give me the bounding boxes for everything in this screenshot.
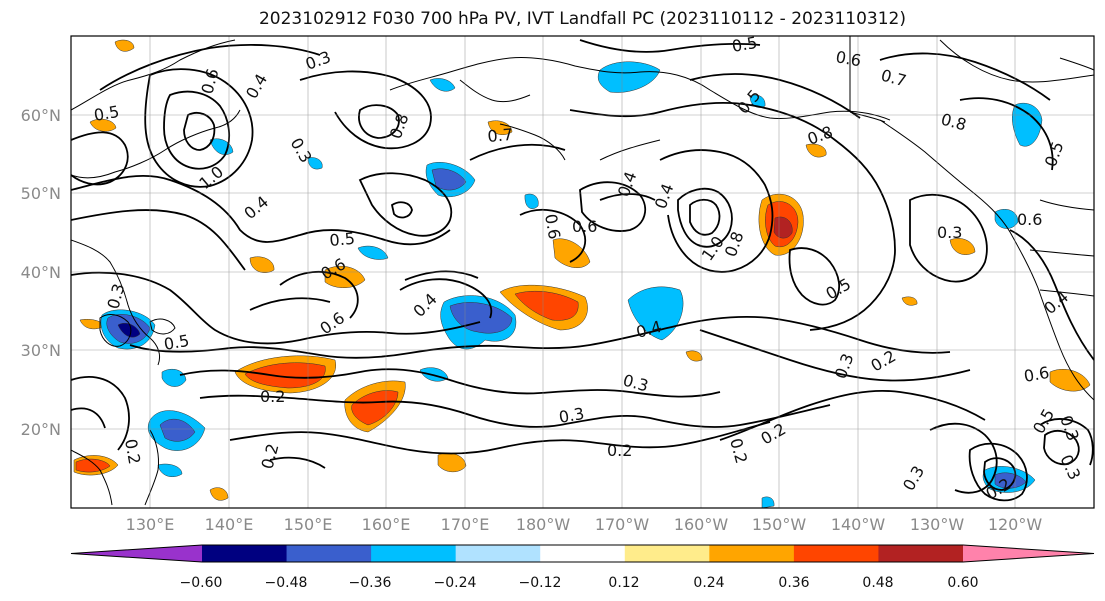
colorbar	[70, 544, 1095, 563]
contour-label: 0.7	[487, 125, 514, 146]
colorbar-extension-min	[71, 545, 202, 562]
colorbar-segment	[624, 545, 710, 562]
contour-label: 0.6	[1022, 363, 1050, 386]
longitude-label: 160°E	[362, 515, 411, 534]
latitude-label: 20°N	[21, 420, 61, 439]
contour-label: 0.6	[541, 212, 564, 240]
contour-label: 0.5	[329, 229, 356, 250]
contour-label: 0.2	[121, 437, 144, 465]
coastline-layer	[71, 36, 1094, 506]
longitude-label: 140°W	[831, 515, 886, 534]
longitude-label: 170°E	[441, 515, 490, 534]
colorbar-tick-label: 0.60	[947, 575, 978, 591]
graticule-layer	[71, 36, 1094, 508]
contour-label: 0.5	[162, 331, 190, 354]
contour-label: 0.5	[730, 33, 758, 56]
colorbar-segment	[878, 545, 964, 562]
colorbar-tick-label: −0.24	[434, 575, 477, 591]
map-title: 2023102912 F030 700 hPa PV, IVT Landfall…	[258, 9, 906, 29]
colorbar-extension-max	[963, 545, 1094, 562]
shaded-anomaly-layer	[73, 39, 1091, 508]
contour-label: 0.6	[1017, 210, 1042, 229]
colorbar-tick-label: 0.48	[862, 575, 893, 591]
contour-label: 0.3	[557, 404, 585, 427]
colorbar-tick-labels: −0.60 −0.48 −0.36 −0.24 −0.12 0.12 0.24 …	[180, 575, 979, 591]
latitude-label: 40°N	[21, 263, 61, 282]
longitude-label: 170°W	[595, 515, 650, 534]
pv-contour-layer	[71, 39, 1094, 502]
longitude-label: 160°W	[674, 515, 729, 534]
colorbar-outline	[70, 544, 1095, 563]
colorbar-segment	[540, 545, 626, 562]
latitude-label: 60°N	[21, 106, 61, 125]
latitude-labels: 60°N 50°N 40°N 30°N 20°N	[21, 106, 61, 439]
colorbar-segment	[286, 545, 372, 562]
colorbar-segment	[371, 545, 457, 562]
colorbar-tick-label: −0.48	[265, 575, 308, 591]
colorbar-segment	[793, 545, 879, 562]
longitude-label: 120°W	[988, 515, 1043, 534]
contour-label: 0.2	[607, 441, 632, 460]
colorbar-tick-label: 0.12	[608, 575, 639, 591]
colorbar-tick-label: −0.12	[519, 575, 562, 591]
longitude-label: 180°W	[516, 515, 571, 534]
longitude-label: 140°E	[205, 515, 254, 534]
contour-label: 0.6	[572, 217, 597, 236]
longitude-label: 150°W	[752, 515, 807, 534]
longitude-label: 130°W	[910, 515, 965, 534]
colorbar-tick-label: −0.60	[180, 575, 223, 591]
longitude-label: 150°E	[284, 515, 333, 534]
colorbar-segment	[455, 545, 541, 562]
contour-label: 0.2	[260, 387, 285, 406]
colorbar-tick-label: 0.36	[778, 575, 809, 591]
longitude-label: 130°E	[126, 515, 175, 534]
colorbar-tick-label: 0.24	[693, 575, 724, 591]
latitude-label: 50°N	[21, 184, 61, 203]
contour-label: 0.6	[834, 47, 862, 70]
map-frame	[70, 35, 1095, 509]
contour-label: 0.5	[92, 102, 120, 125]
colorbar-segment	[709, 545, 795, 562]
longitude-labels: 130°E 140°E 150°E 160°E 170°E 180°W 170°…	[126, 515, 1043, 534]
contour-label: 0.3	[937, 223, 962, 242]
colorbar-segment	[202, 545, 288, 562]
colorbar-tick-label: −0.36	[349, 575, 392, 591]
latitude-label: 30°N	[21, 341, 61, 360]
